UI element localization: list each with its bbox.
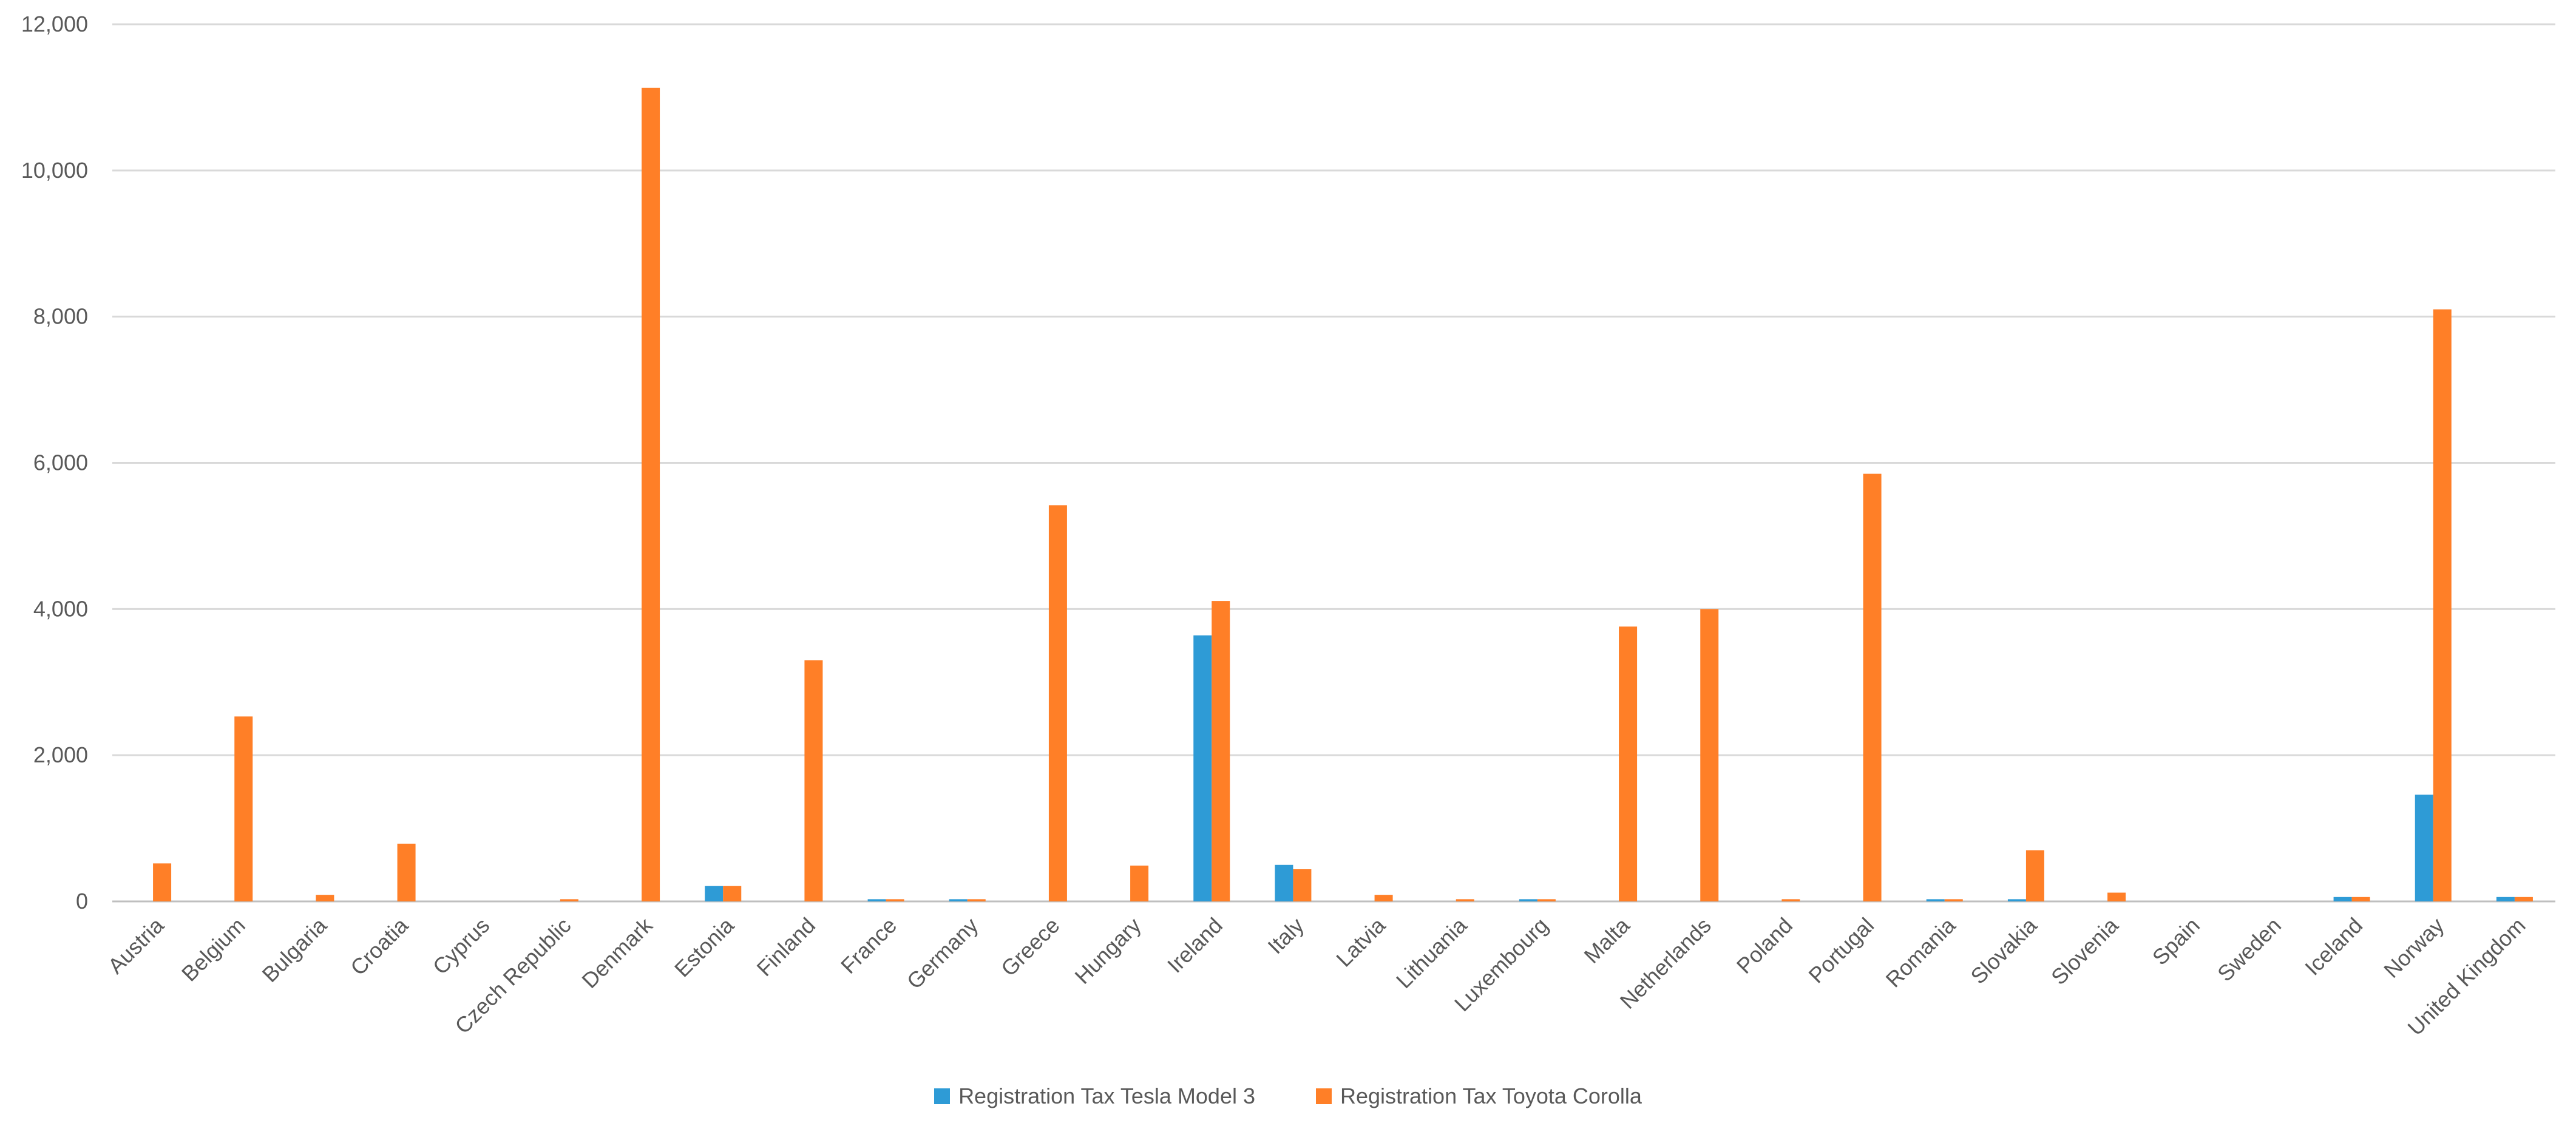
x-tick-label: Spain [2147,913,2205,970]
bar-toyota [804,660,823,901]
legend-label-tesla: Registration Tax Tesla Model 3 [958,1084,1255,1108]
bar-toyota [1537,899,1556,901]
y-tick-label: 6,000 [33,450,88,475]
bar-tesla [867,899,886,901]
bar-toyota [723,886,742,901]
x-tick-label: Germany [902,913,983,994]
x-tick-label: Poland [1732,913,1797,978]
x-tick-label: Hungary [1070,913,1146,989]
bar-toyota [642,87,660,902]
bar-tesla [705,886,724,901]
bar-toyota [397,843,416,901]
bar-toyota [2433,309,2452,901]
x-tick-label: Slovakia [1965,912,2042,989]
x-tick-label: Iceland [2300,913,2367,980]
bar-toyota [1130,865,1149,901]
bar-toyota [1048,505,1067,901]
x-tick-label: Lithuania [1391,912,1472,993]
bar-tesla [1926,899,1945,901]
y-tick-label: 12,000 [21,12,88,36]
x-tick-label: Finland [752,913,820,981]
bar-toyota [1700,609,1719,901]
bar-tesla [1193,635,1212,901]
legend-item-toyota: Registration Tax Toyota Corolla [1316,1084,1642,1109]
bar-toyota [316,895,334,901]
legend-label-toyota: Registration Tax Toyota Corolla [1340,1084,1642,1108]
legend-swatch-toyota [1316,1088,1332,1104]
bar-toyota [1293,869,1312,901]
x-tick-label: Latvia [1331,912,1391,972]
bar-toyota [1863,473,1882,901]
y-tick-label: 2,000 [33,742,88,767]
bar-toyota [886,899,904,901]
bar-tesla [2333,897,2352,901]
y-tick-label: 4,000 [33,596,88,621]
bar-tesla [1519,899,1537,901]
bar-toyota [1619,626,1638,901]
bar-toyota [1456,899,1474,901]
bar-tesla [2415,795,2433,901]
bar-toyota [2107,892,2126,901]
x-tick-label: Estonia [669,912,739,982]
bar-tesla [2496,897,2515,901]
x-tick-label: Sweden [2212,913,2286,986]
bars [153,87,2533,902]
x-tick-label: Italy [1263,913,1309,959]
x-tick-label: Croatia [345,912,413,980]
x-tick-label: Malta [1579,912,1635,968]
bar-toyota [234,716,253,901]
bar-toyota [1212,601,1230,901]
chart-legend: Registration Tax Tesla Model 3 Registrat… [0,1084,2576,1109]
bar-toyota [2351,897,2370,901]
x-tick-label: Romania [1881,912,1961,992]
bar-toyota [1781,899,1800,901]
bar-toyota [560,899,578,901]
x-tick-label: Norway [2379,913,2449,983]
bar-toyota [2025,850,2044,901]
x-tick-label: France [836,913,901,978]
y-tick-label: 0 [76,889,88,914]
bar-tesla [2007,899,2026,901]
x-tick-label: Austria [103,912,169,978]
legend-swatch-tesla [934,1088,951,1104]
x-tick-label: Bulgaria [257,912,332,987]
y-tick-label: 8,000 [33,304,88,329]
bar-toyota [967,899,986,901]
x-tick-label: Slovenia [2046,912,2123,989]
legend-item-tesla: Registration Tax Tesla Model 3 [934,1084,1255,1109]
x-tick-label: Ireland [1162,913,1227,978]
bar-tesla [1275,864,1293,901]
bar-toyota [1374,895,1393,901]
bar-toyota [1944,899,1963,901]
gridlines [112,23,2555,903]
x-tick-label: Cyprus [428,913,495,980]
bar-toyota [2514,897,2533,901]
x-tick-label: Belgium [177,913,250,986]
x-tick-label: Portugal [1803,913,1879,988]
x-axis-tick-labels: Austria Belgium Bulgaria Croatia CyprusCzech… [103,912,2530,1040]
y-axis-tick-labels: 0 2,000 4,000 6,000 8,000 10,000 12,000 [21,12,88,914]
bar-toyota [153,863,172,901]
x-tick-label: Denmark [577,912,657,993]
bar-tesla [949,899,968,901]
bar-chart: 0 2,000 4,000 6,000 8,000 10,000 12,000 Austri… [21,12,2555,1040]
y-tick-label: 10,000 [21,158,88,183]
x-tick-label: Greece [996,913,1064,981]
